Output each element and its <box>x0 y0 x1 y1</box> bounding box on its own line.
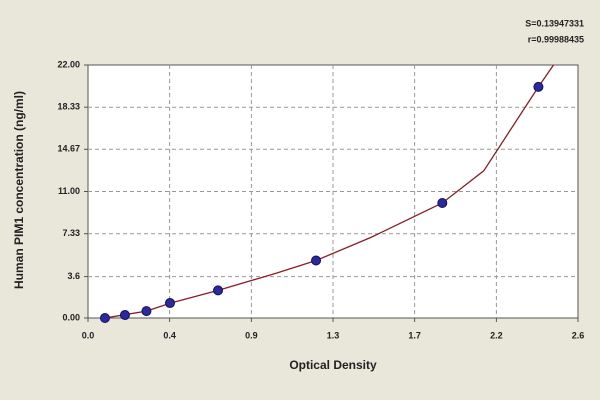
y-tick-label: 22.00 <box>57 59 80 69</box>
x-tick-label: 2.2 <box>490 330 503 340</box>
x-tick-label: 0.9 <box>245 330 258 340</box>
y-tick-label: 7.33 <box>62 228 80 238</box>
x-tick-label: 2.6 <box>572 330 585 340</box>
x-tick-label: 0.0 <box>82 330 95 340</box>
y-tick-label: 14.67 <box>57 144 80 154</box>
data-point <box>213 285 224 296</box>
data-point <box>99 313 110 323</box>
data-point <box>533 81 544 92</box>
x-tick-label: 1.7 <box>408 330 421 340</box>
data-point <box>119 310 130 321</box>
y-tick-label: 11.00 <box>58 186 80 196</box>
data-point <box>437 198 448 208</box>
y-tick-label: 0.00 <box>62 312 80 322</box>
y-tick-label: 18.33 <box>57 102 80 112</box>
y-axis-title: Human PIM1 concentration (ng/ml) <box>12 91 26 289</box>
y-tick-label: 3.6 <box>67 271 80 281</box>
data-point <box>311 255 322 266</box>
annotation: r=0.99988435 <box>528 34 584 44</box>
annotation: S=0.13947331 <box>525 18 584 28</box>
data-point <box>141 306 152 317</box>
x-tick-label: 0.4 <box>163 330 176 340</box>
data-point <box>164 298 175 309</box>
x-axis-title: Optical Density <box>289 358 377 372</box>
x-tick-label: 1.3 <box>327 330 340 340</box>
